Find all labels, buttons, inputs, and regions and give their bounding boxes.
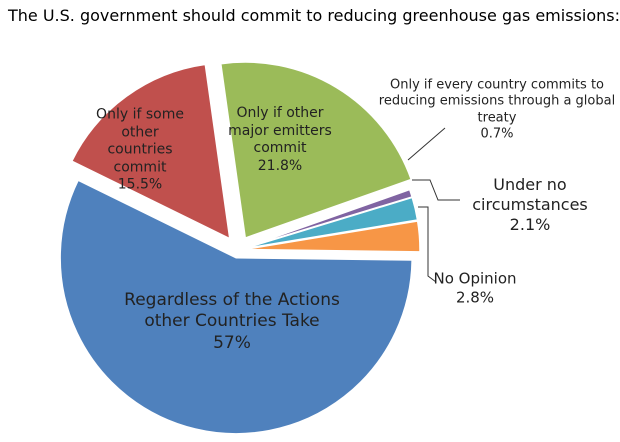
category-label: Regardless of the Actions other Countrie… xyxy=(124,290,340,332)
value-label: 2.1% xyxy=(509,215,551,234)
data-label: No Opinion 2.8% xyxy=(415,269,535,307)
value-label: 21.8% xyxy=(257,157,303,174)
data-label: Only if some other countries commit 15.5% xyxy=(90,106,190,194)
category-label: Under no circumstances xyxy=(472,175,588,214)
value-label: 15.5% xyxy=(117,176,163,193)
leader-line xyxy=(412,179,460,201)
category-label: Only if every country commits to reducin… xyxy=(378,77,616,126)
pie xyxy=(59,61,421,435)
pie-slice xyxy=(219,61,413,240)
leader-line xyxy=(407,127,446,161)
value-label: 0.7% xyxy=(480,126,514,142)
pie-slice xyxy=(243,196,419,250)
value-label: 57% xyxy=(213,332,251,353)
leader-line xyxy=(418,206,437,283)
pie-slice xyxy=(70,63,231,240)
category-label: Only if some other countries commit xyxy=(96,106,184,175)
data-label: Under no circumstances 2.1% xyxy=(455,175,605,235)
category-label: Only if other major emitters commit xyxy=(228,105,332,156)
value-label: 2.8% xyxy=(455,288,495,306)
category-label: No Opinion xyxy=(433,269,517,288)
data-label: Only if every country commits to reducin… xyxy=(372,78,620,143)
data-label: Only if other major emitters commit 21.8% xyxy=(215,105,345,175)
pie-slice xyxy=(243,220,421,253)
data-label: Regardless of the Actions other Countrie… xyxy=(102,290,362,354)
chart-title: The U.S. government should commit to red… xyxy=(8,6,620,25)
pie-slice xyxy=(59,179,413,435)
